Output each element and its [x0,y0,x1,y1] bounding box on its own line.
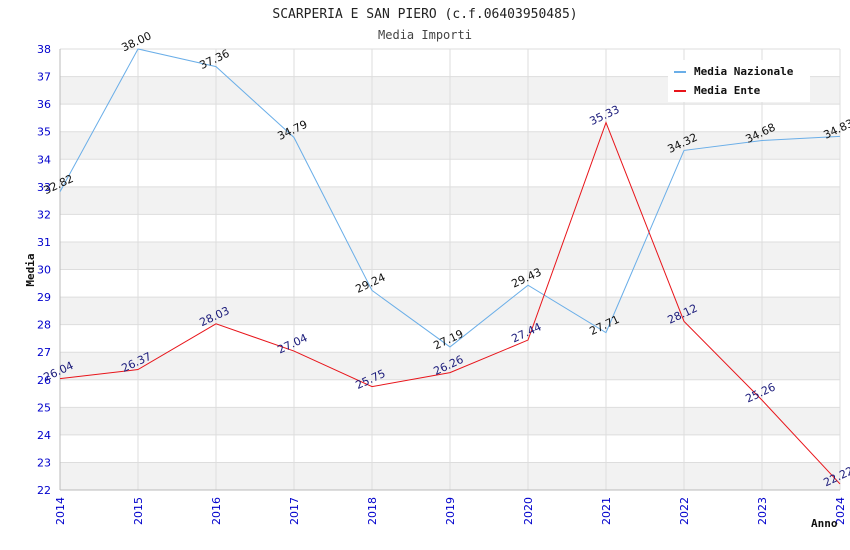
x-tick-label-2024: 2024 [834,497,847,525]
x-tick-label-2022: 2022 [678,497,691,525]
chart-title: SCARPERIA E SAN PIERO (c.f.06403950485) [272,7,577,22]
series-line-media-ente [59,121,841,485]
y-tick-label-34: 34 [37,153,51,166]
x-tick-label-2020: 2020 [522,497,535,525]
axes [59,49,840,491]
y-tick-label-30: 30 [37,264,51,277]
x-tick-label-2014: 2014 [54,497,67,525]
x-tick-label-2017: 2017 [288,497,301,525]
y-tick-label-25: 25 [37,401,51,414]
y-tick-label-32: 32 [37,208,51,221]
y-axis-title: Media [24,253,37,286]
y-tick-label-31: 31 [37,236,51,249]
y-tick-label-36: 36 [37,98,51,111]
y-tick-label-26: 26 [37,374,51,387]
series-lines [59,48,841,485]
legend-label-media-ente: Media Ente [694,84,761,97]
x-tick-label-2023: 2023 [756,497,769,525]
y-tick-label-23: 23 [37,456,51,469]
y-tick-label-33: 33 [37,181,51,194]
x-axis-title: Anno [811,517,838,530]
x-tick-label-2018: 2018 [366,497,379,525]
x-tick-label-2019: 2019 [444,497,457,525]
y-tick-label-27: 27 [37,346,51,359]
y-tick-label-28: 28 [37,319,51,332]
tick-labels: 22 23 24 25 26 27 28 29 30 31 32 33 34 35 36 37 38 2014 20… [37,43,847,525]
legend-box [668,60,810,102]
y-tick-label-37: 37 [37,71,51,84]
y-tick-label-29: 29 [37,291,51,304]
x-tick-label-2015: 2015 [132,497,145,525]
chart-subtitle: Media Importi [378,28,472,42]
legend: Media Nazionale Media Ente [668,60,810,102]
y-tick-label-22: 22 [37,484,51,497]
y-tick-label-24: 24 [37,429,51,442]
y-tick-label-38: 38 [37,43,51,56]
y-tick-label-35: 35 [37,126,51,139]
legend-label-media-nazionale: Media Nazionale [694,65,794,78]
grid-lines [59,48,841,491]
x-tick-label-2016: 2016 [210,497,223,525]
series-line-media-nazionale [59,48,841,348]
x-tick-label-2021: 2021 [600,497,613,525]
